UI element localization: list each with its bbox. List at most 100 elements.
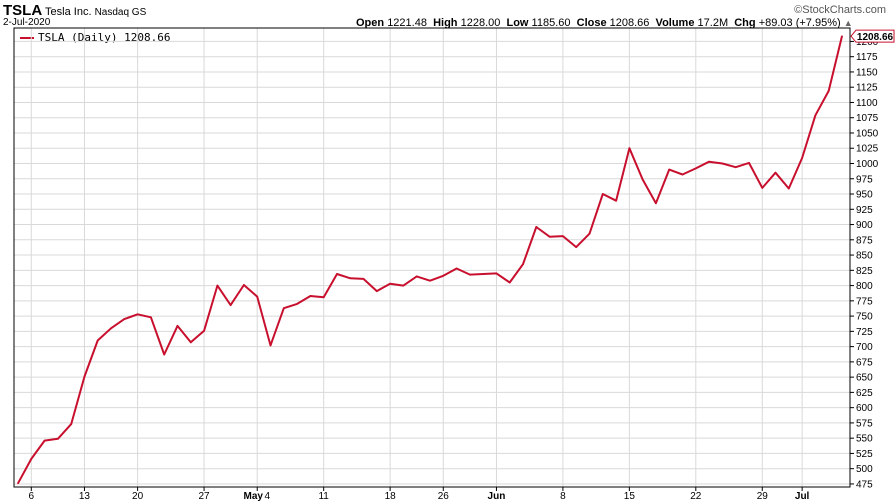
- y-tick-label: 550: [856, 434, 873, 445]
- data-point: [389, 282, 391, 285]
- data-point: [601, 193, 604, 195]
- data-point: [508, 281, 511, 284]
- data-point: [482, 273, 484, 275]
- data-point: [43, 439, 46, 442]
- x-tick-label: 29: [757, 491, 769, 502]
- data-point: [748, 162, 750, 164]
- data-point: [761, 187, 764, 189]
- last-value-marker: 1208.66: [850, 29, 895, 43]
- y-tick-label: 575: [856, 418, 873, 429]
- y-tick-label: 1175: [856, 52, 878, 63]
- data-point: [655, 202, 657, 204]
- data-point: [615, 199, 617, 202]
- legend-swatch: [20, 37, 34, 39]
- up-triangle-icon: ▲: [843, 18, 853, 28]
- data-point: [628, 147, 631, 150]
- change-label: Chg: [734, 17, 756, 29]
- data-point: [681, 173, 684, 176]
- close-value: 1208.66: [609, 17, 650, 29]
- data-point: [17, 482, 19, 485]
- y-tick-label: 1075: [856, 113, 879, 124]
- y-tick-label: 700: [856, 342, 873, 353]
- exchange-name: Nasdaq GS: [94, 7, 147, 18]
- x-tick-label: 22: [690, 491, 702, 502]
- data-point: [256, 295, 259, 298]
- y-tick-label: 1000: [856, 159, 879, 170]
- y-tick-label: 675: [856, 357, 873, 368]
- close-label: Close: [576, 17, 607, 29]
- data-point: [402, 284, 405, 287]
- y-tick-label: 775: [856, 296, 873, 307]
- low-label: Low: [506, 17, 529, 29]
- y-tick-label: 925: [856, 205, 873, 216]
- data-point: [788, 187, 790, 190]
- open-value: 1221.48: [387, 17, 427, 29]
- data-point: [229, 304, 232, 306]
- volume-label: Volume: [655, 17, 695, 29]
- data-point: [495, 272, 498, 275]
- data-point: [203, 329, 205, 332]
- x-tick-label: 4: [264, 491, 270, 502]
- data-point: [774, 171, 777, 174]
- high-label: High: [433, 17, 458, 29]
- data-point: [548, 235, 551, 238]
- data-point: [283, 307, 285, 309]
- x-tick-label: 13: [79, 491, 91, 502]
- ohlc-bar: Open 1221.48 High 1228.00 Low 1185.60 Cl…: [356, 17, 853, 29]
- data-point: [150, 316, 152, 319]
- x-tick-label: 15: [624, 491, 636, 502]
- y-tick-label: 625: [856, 388, 873, 399]
- y-tick-label: 500: [856, 464, 873, 475]
- data-point: [442, 275, 445, 277]
- y-tick-label: 800: [856, 281, 873, 292]
- data-point: [841, 35, 843, 37]
- y-tick-label: 1025: [856, 144, 879, 155]
- y-tick-label: 600: [856, 403, 873, 414]
- last-value-box: [850, 29, 895, 43]
- quote-date: 2-Jul-2020: [3, 17, 51, 28]
- ticker-symbol: TSLA: [3, 2, 43, 19]
- data-point: [429, 279, 431, 282]
- y-tick-label: 850: [856, 251, 873, 262]
- y-tick-label: 750: [856, 312, 873, 323]
- y-tick-label: 475: [856, 479, 873, 490]
- y-tick-label: 900: [856, 220, 873, 231]
- data-point: [469, 273, 471, 276]
- data-point: [96, 339, 99, 342]
- x-tick-label: 27: [199, 491, 211, 502]
- data-point: [575, 246, 577, 248]
- watermark: ©StockCharts.com: [794, 4, 886, 16]
- data-point: [814, 114, 817, 117]
- data-point: [588, 232, 591, 235]
- data-point: [322, 296, 325, 298]
- data-point: [176, 325, 179, 327]
- data-point: [189, 341, 192, 344]
- y-tick-label: 650: [856, 373, 873, 384]
- data-point: [535, 226, 538, 228]
- x-tick-label: 11: [318, 491, 329, 502]
- data-point: [163, 353, 165, 356]
- data-point: [668, 168, 671, 171]
- data-point: [801, 157, 803, 159]
- y-tick-label: 525: [856, 449, 873, 460]
- y-tick-label: 875: [856, 235, 873, 246]
- last-value-label: 1208.66: [857, 32, 894, 43]
- data-point: [522, 263, 524, 266]
- data-point: [641, 178, 644, 181]
- y-tick-label: 1050: [856, 128, 879, 139]
- data-point: [415, 275, 418, 278]
- y-tick-label: 825: [856, 266, 873, 277]
- data-point: [336, 273, 338, 275]
- data-point: [362, 278, 365, 280]
- data-point: [376, 290, 378, 292]
- x-tick-label: 26: [438, 491, 450, 502]
- data-point: [30, 458, 33, 460]
- x-tick-label: May: [243, 491, 263, 502]
- data-point: [136, 313, 139, 316]
- data-point: [243, 284, 245, 286]
- y-tick-label: 950: [856, 190, 873, 201]
- data-point: [296, 303, 298, 305]
- high-value: 1228.00: [460, 17, 501, 29]
- y-tick-label: 975: [856, 174, 873, 185]
